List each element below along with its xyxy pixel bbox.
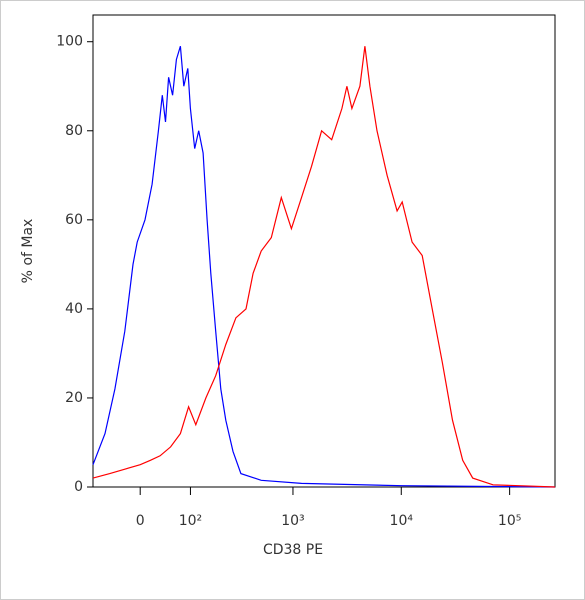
y-tick-label: 100 <box>56 34 83 50</box>
x-tick-label: 10³ <box>281 513 304 529</box>
x-tick-label: 10⁴ <box>390 513 414 529</box>
y-tick-label: 40 <box>65 301 83 317</box>
y-tick-label: 80 <box>65 123 83 139</box>
y-axis-label: % of Max <box>20 219 36 284</box>
histogram-line <box>92 46 556 488</box>
y-tick-label: 0 <box>74 479 83 495</box>
x-tick-label: 0 <box>136 513 145 529</box>
y-tick-label: 20 <box>65 390 83 406</box>
x-tick-label: 10⁵ <box>498 513 521 529</box>
x-axis-label: CD38 PE <box>263 542 323 558</box>
plot-frame <box>92 14 556 488</box>
y-tick-label: 60 <box>65 212 83 228</box>
histogram-line <box>92 46 556 488</box>
x-tick-label: 10² <box>179 513 202 529</box>
